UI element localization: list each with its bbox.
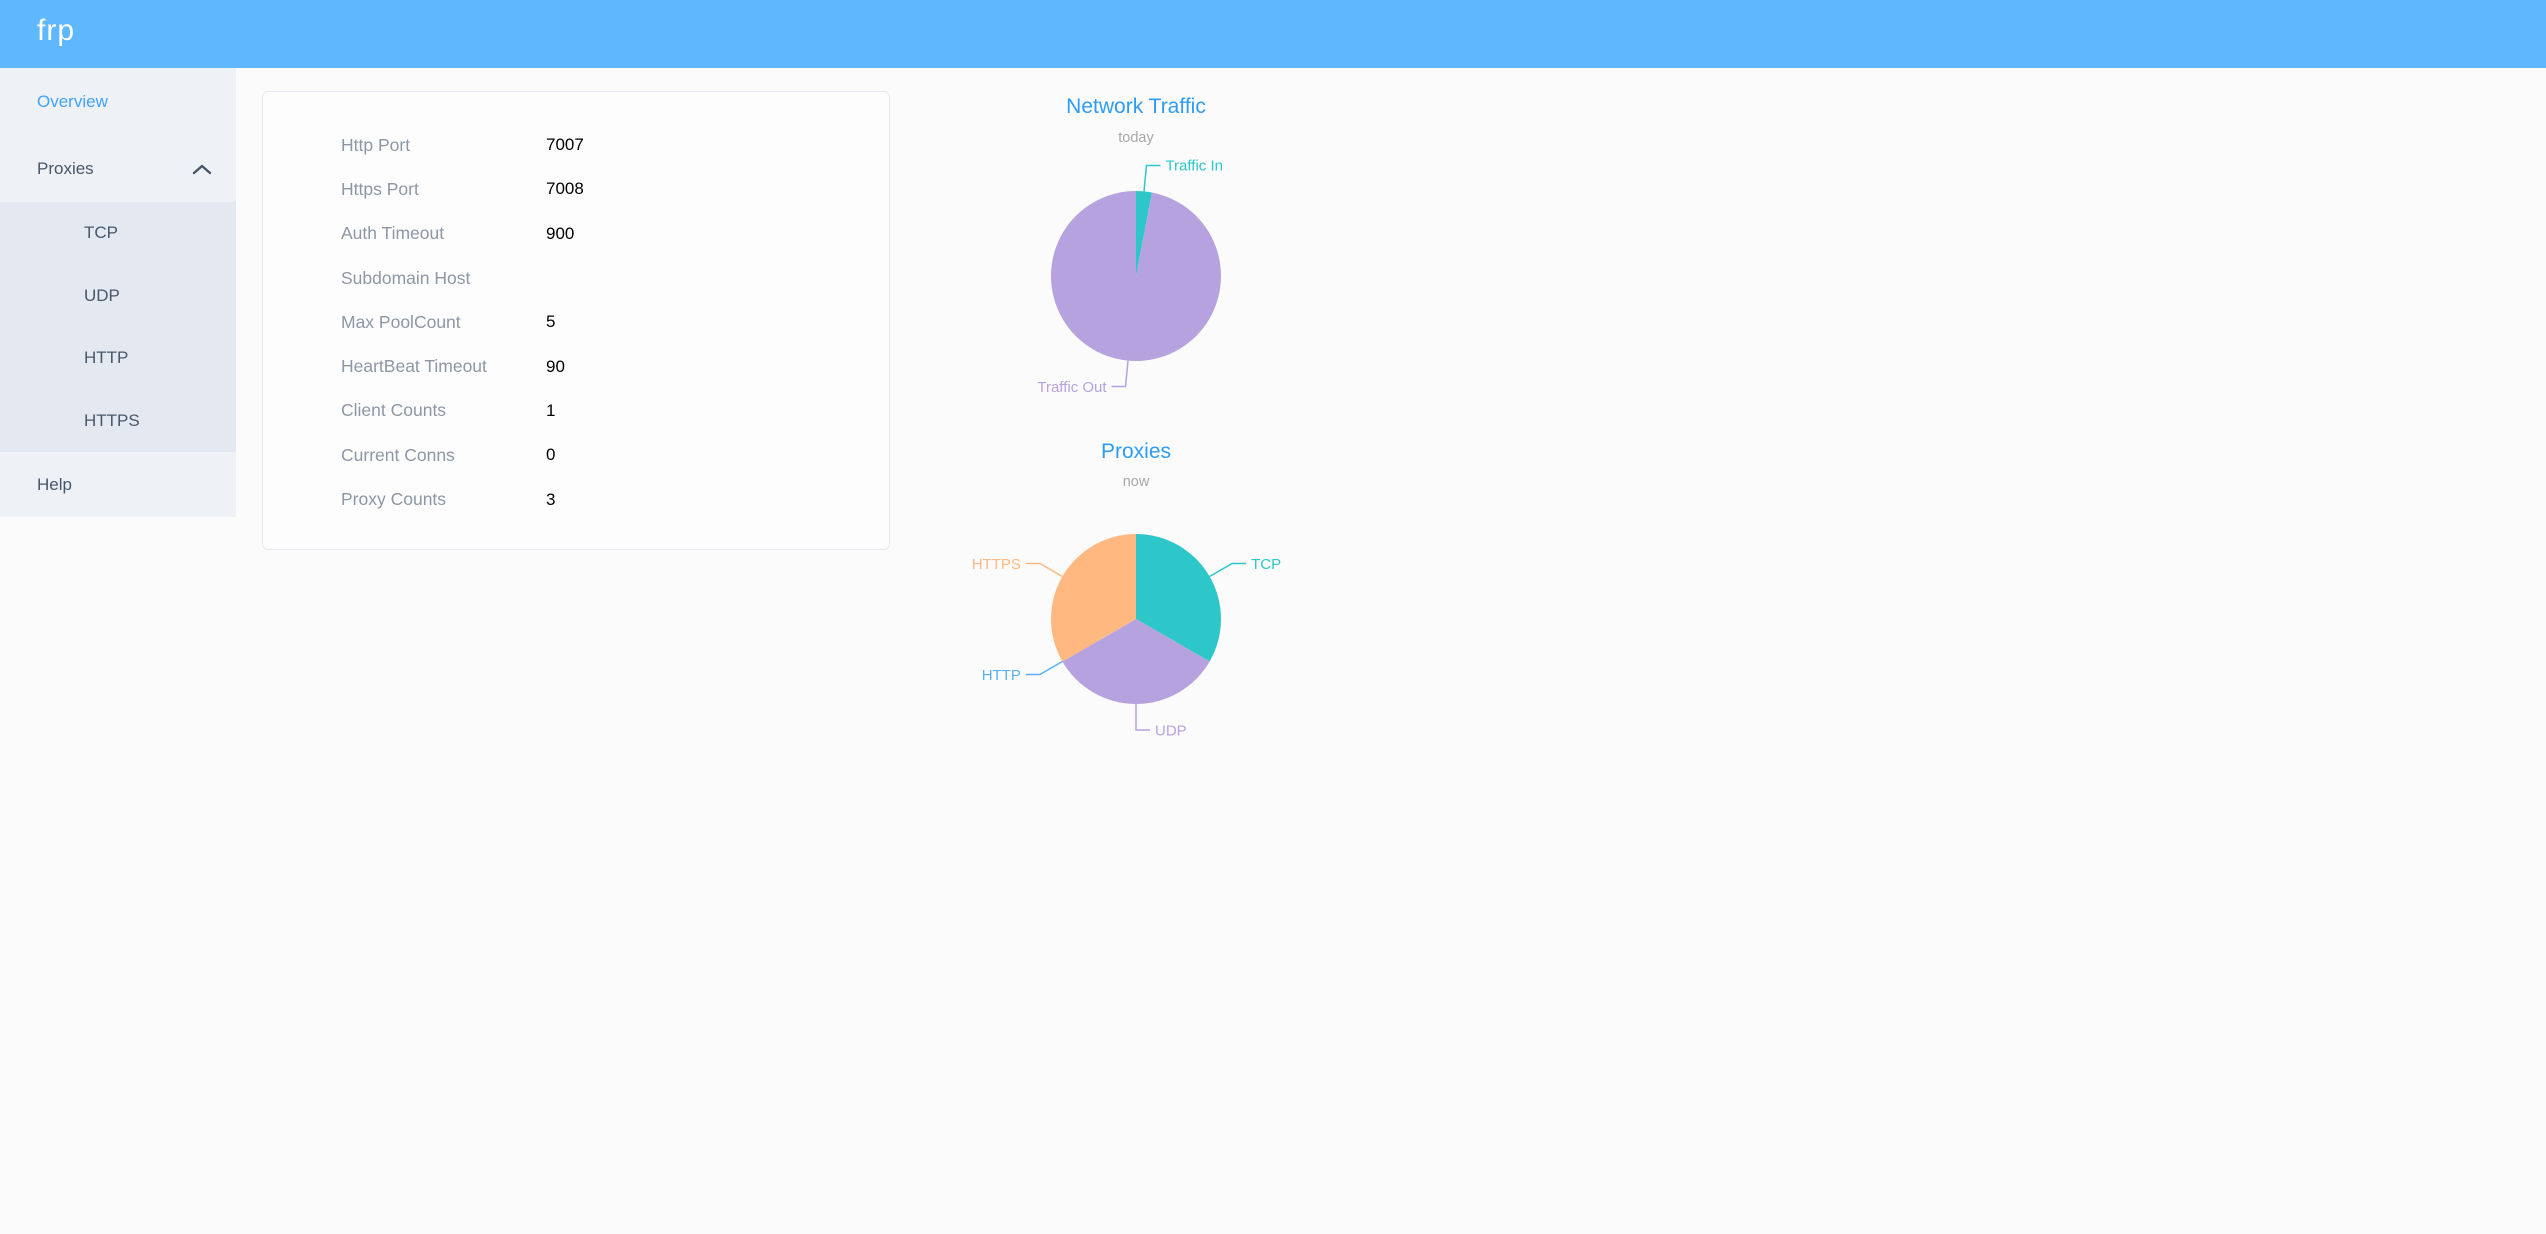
proxies-pie-chart[interactable]: TCP UDP HTTP HTTPS (896, 494, 1376, 814)
sidebar-item-tcp[interactable]: TCP (0, 202, 236, 265)
form-row-label: Http Port (341, 134, 411, 155)
sidebar-item-https[interactable]: HTTPS (0, 390, 236, 453)
sidebar-item-label: TCP (84, 223, 118, 243)
chevron-up-icon (192, 164, 212, 174)
pie-slice-udp[interactable] (1062, 619, 1210, 704)
form-row-value: 90 (546, 356, 565, 376)
pie-label-line (1209, 562, 1247, 578)
form-row: Auth Timeout 900 (263, 212, 889, 256)
form-row-label: Subdomain Host (341, 267, 471, 288)
form-row-label: Auth Timeout (341, 223, 445, 244)
sidebar-item-label: Help (37, 474, 72, 494)
pie-label-line (1025, 660, 1063, 676)
network-traffic-pie-chart[interactable]: Traffic In Traffic Out (896, 150, 1376, 440)
header-bar: frp (0, 0, 2546, 68)
form-row: Http Port 7007 (263, 123, 889, 167)
proxies-title: Proxies (1100, 440, 1172, 463)
form-row-value: 5 (546, 312, 556, 332)
sidebar-item-label: HTTPS (84, 410, 140, 430)
form-row-value: 3 (546, 489, 556, 509)
proxies-subtitle: now (1122, 474, 1150, 490)
form-row: Https Port 7008 (263, 167, 889, 211)
pie-label-http: HTTP (982, 667, 1021, 684)
server-info-card: Http Port 7007 Https Port 7008 Auth Timeout 9… (262, 91, 890, 550)
form-row: Current Conns 0 (263, 433, 889, 477)
form-row-value: 7008 (546, 179, 584, 199)
form-row: Proxy Counts 3 (263, 477, 889, 521)
sidebar-item-help[interactable]: Help (0, 452, 236, 517)
form-row-value: 0 (546, 445, 556, 465)
pie-label-tcp: TCP (1251, 556, 1281, 573)
sidebar-item-label: UDP (84, 285, 120, 305)
pie-label-line (1143, 164, 1161, 192)
pie-label-line (1025, 562, 1063, 578)
sidebar-item-proxies[interactable]: Proxies (0, 135, 236, 202)
form-row: Max PoolCount 5 (263, 300, 889, 344)
form-row-label: Current Conns (341, 444, 455, 465)
form-row-value: 7007 (546, 135, 584, 155)
form-row: Client Counts 1 (263, 389, 889, 433)
form-row-label: Max PoolCount (341, 311, 461, 332)
pie-label-udp: UDP (1155, 722, 1187, 739)
network-traffic-subtitle: today (1118, 130, 1154, 146)
pie-label-line (1135, 704, 1150, 731)
pie-slice-traffic-out[interactable] (1050, 191, 1221, 361)
sidebar-submenu-proxies: TCP UDP HTTP HTTPS (0, 202, 236, 452)
form-row-label: Proxy Counts (341, 489, 447, 510)
pie-label-https: HTTPS (972, 556, 1021, 573)
sidebar-item-overview[interactable]: Overview (0, 68, 236, 135)
sidebar-item-udp[interactable]: UDP (0, 265, 236, 328)
form-row-value: 1 (546, 400, 556, 420)
pie-slice-tcp[interactable] (1136, 534, 1221, 662)
app-logo: frp (37, 14, 76, 47)
pie-label-traffic-out: Traffic Out (1037, 379, 1107, 396)
pie-label-traffic-in: Traffic In (1165, 158, 1223, 175)
sidebar-item-label: HTTP (84, 348, 129, 368)
form-row-label: Https Port (341, 178, 419, 199)
form-row-label: HeartBeat Timeout (341, 356, 487, 377)
server-info-rows: Http Port 7007 Https Port 7008 Auth Timeout 9… (263, 123, 889, 522)
sidebar-item-label: Overview (37, 91, 108, 111)
form-row: Subdomain Host (263, 256, 889, 300)
sidebar-item-label: Proxies (37, 158, 94, 178)
network-traffic-title: Network Traffic (1066, 95, 1206, 118)
form-row: HeartBeat Timeout 90 (263, 344, 889, 388)
pie-label-line (1111, 360, 1129, 388)
pie-slice-https[interactable] (1051, 534, 1136, 662)
form-row-label: Client Counts (341, 400, 447, 421)
pie-slice-traffic-in[interactable] (1136, 191, 1152, 276)
form-row-value: 900 (546, 223, 575, 243)
sidebar-item-http[interactable]: HTTP (0, 327, 236, 390)
sidebar: Overview Proxies TCP UDP HTTP HTTPS Help (0, 68, 236, 517)
